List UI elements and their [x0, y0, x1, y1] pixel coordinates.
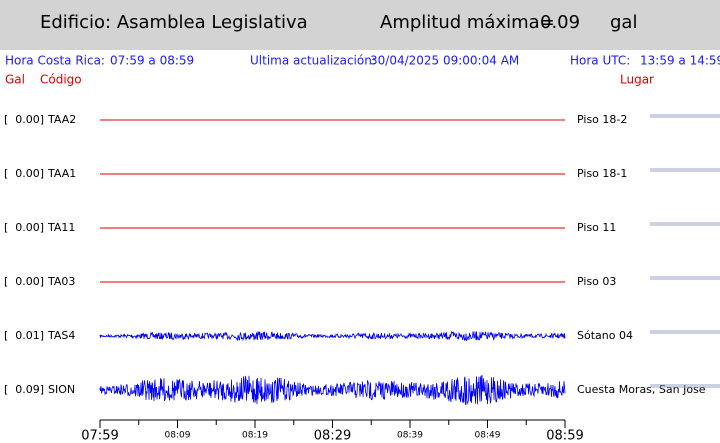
amplitude-value: 0.09	[540, 12, 580, 33]
station-code: TAA1	[47, 167, 76, 180]
station-code: TAS4	[47, 329, 75, 342]
time-label: 08:59	[546, 429, 583, 443]
station-place: Cuesta Moras, San Jose	[577, 383, 706, 396]
header-bar	[0, 0, 720, 50]
amplitude-label: Amplitud máxima=	[380, 12, 555, 33]
local-range: 07:59 a 08:59	[110, 54, 194, 68]
station-amplitude: [ 0.00]	[4, 275, 44, 288]
update-value: 30/04/2025 09:00:04 AM	[370, 54, 519, 68]
time-label: 07:59	[81, 429, 118, 443]
trace	[99, 330, 566, 342]
station-place: Piso 11	[577, 221, 616, 234]
time-label: 08:09	[165, 431, 191, 441]
amplitude-unit: gal	[610, 12, 637, 33]
code-header: Código	[40, 73, 82, 87]
station-amplitude: [ 0.00]	[4, 113, 44, 126]
station-code: TA11	[47, 221, 75, 234]
station-place: Piso 18-1	[577, 167, 627, 180]
local-label: Hora Costa Rica:	[5, 54, 105, 68]
station-place: Sótano 04	[577, 329, 633, 342]
update-label: Ultima actualización:	[250, 54, 376, 68]
time-label: 08:49	[475, 431, 501, 441]
station-amplitude: [ 0.01]	[4, 329, 44, 342]
time-label: 08:39	[397, 431, 423, 441]
station-code: TA03	[47, 275, 75, 288]
utc-range: 13:59 a 14:59	[640, 54, 720, 68]
station-amplitude: [ 0.09]	[4, 383, 44, 396]
building-title: Edificio: Asamblea Legislativa	[40, 12, 308, 33]
station-place: Piso 18-2	[577, 113, 627, 126]
gal-header: Gal	[5, 73, 25, 87]
station-place: Piso 03	[577, 275, 616, 288]
station-amplitude: [ 0.00]	[4, 167, 44, 180]
trace	[99, 374, 566, 406]
station-code: TAA2	[47, 113, 76, 126]
time-label: 08:19	[242, 431, 268, 441]
time-label: 08:29	[314, 429, 351, 443]
place-header: Lugar	[620, 73, 654, 87]
utc-label: Hora UTC:	[570, 54, 630, 68]
station-amplitude: [ 0.00]	[4, 221, 44, 234]
station-code: SION	[48, 383, 75, 396]
